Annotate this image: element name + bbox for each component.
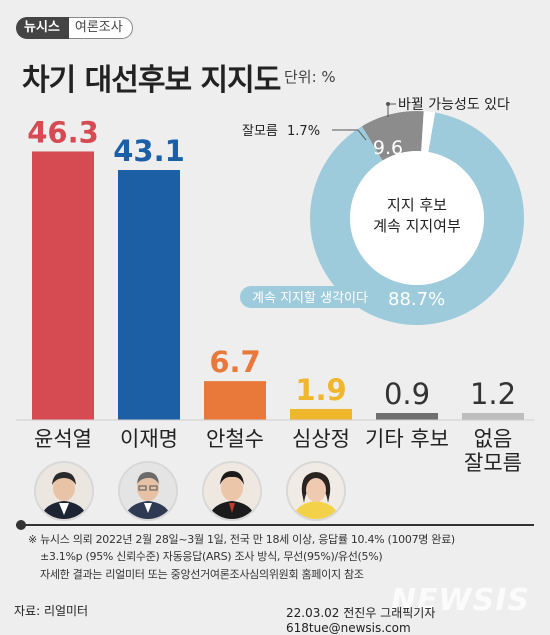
donut-center-line-1: 지지 후보 [387,196,447,214]
slice-label-unknown-name: 잘모름 [242,124,278,139]
bar-value-label-5: 1.2 [470,377,516,411]
brand-badge: 뉴시스 여론조사 [16,17,133,39]
donut-slice-2 [421,111,436,152]
avatar-ahn [202,461,262,521]
bar-5 [462,413,524,420]
notes-divider [16,520,534,530]
brand-poll: 여론조사 [68,17,133,39]
donut-center-line-2: 계속 지지여부 [373,217,461,235]
bar-value-label-2: 6.7 [209,345,260,379]
avatar-sim [286,461,346,521]
unit-label: 단위: % [284,68,336,86]
note-line-3: 자세한 결과는 리얼미터 또는 중앙선거여론조사심의위원회 홈페이지 참조 [40,568,364,581]
slice-label-unknown: 잘모름 1.7% [242,124,320,139]
category-label-1: 이재명 [120,427,178,451]
slice-value-unknown: 1.7% [287,124,320,139]
newsis-watermark: NEWSIS [390,583,530,618]
category-label-3: 심상정 [292,427,350,451]
slice-value-change: 9.6 [373,137,403,159]
bar-value-label-4: 0.9 [384,377,430,411]
brand-newsis: 뉴시스 [16,17,69,39]
donut-slice-1 [361,111,424,161]
category-label-2: 안철수 [206,427,264,451]
category-label-5-0: 없음 [474,427,513,451]
bar-value-label-3: 1.9 [295,373,346,407]
avatar-lee [118,461,178,521]
donut-slice-0 [309,112,524,325]
credit-label: 22.03.02 전진우 그래픽기자 618tue@newsis.com [286,606,436,635]
donut-chart: 지지 후보 계속 지지여부 바뀔 가능성도 있다 9.6 잘모름 1.7% 계속… [240,97,524,325]
slice-label-change: 바뀔 가능성도 있다 [398,97,510,113]
avatar-yoon [34,461,94,521]
chart-title: 차기 대선후보 지지도 [22,63,281,98]
bar-3 [290,408,352,420]
category-label-0: 윤석열 [34,427,92,451]
bar-2 [204,381,266,420]
category-label-4: 기타 후보 [365,427,449,451]
note-line-2: ±3.1%p (95% 신뢰수준) 자동응답(ARS) 조사 방식, 무선(95… [40,550,383,563]
bar-0 [32,151,94,420]
bar-value-label-1: 43.1 [113,134,185,168]
note-line-1: ※ 뉴시스 의뢰 2022년 2월 28일~3월 1일, 전국 만 18세 이상… [28,533,455,546]
slice-label-keep-bg [240,286,380,308]
callout-line-unknown-d [357,129,367,141]
bar-4 [376,413,438,420]
category-label-5-1: 잘모름 [464,451,522,475]
bar-value-label-0: 46.3 [27,115,99,149]
slice-label-keep: 계속 지지할 생각이다 [252,291,368,306]
donut-hole [350,151,484,285]
callout-dot-change [386,102,390,106]
source-label: 자료: 리얼미터 [14,604,89,618]
slice-value-keep: 88.7% [388,289,445,310]
bar-1 [118,170,180,420]
